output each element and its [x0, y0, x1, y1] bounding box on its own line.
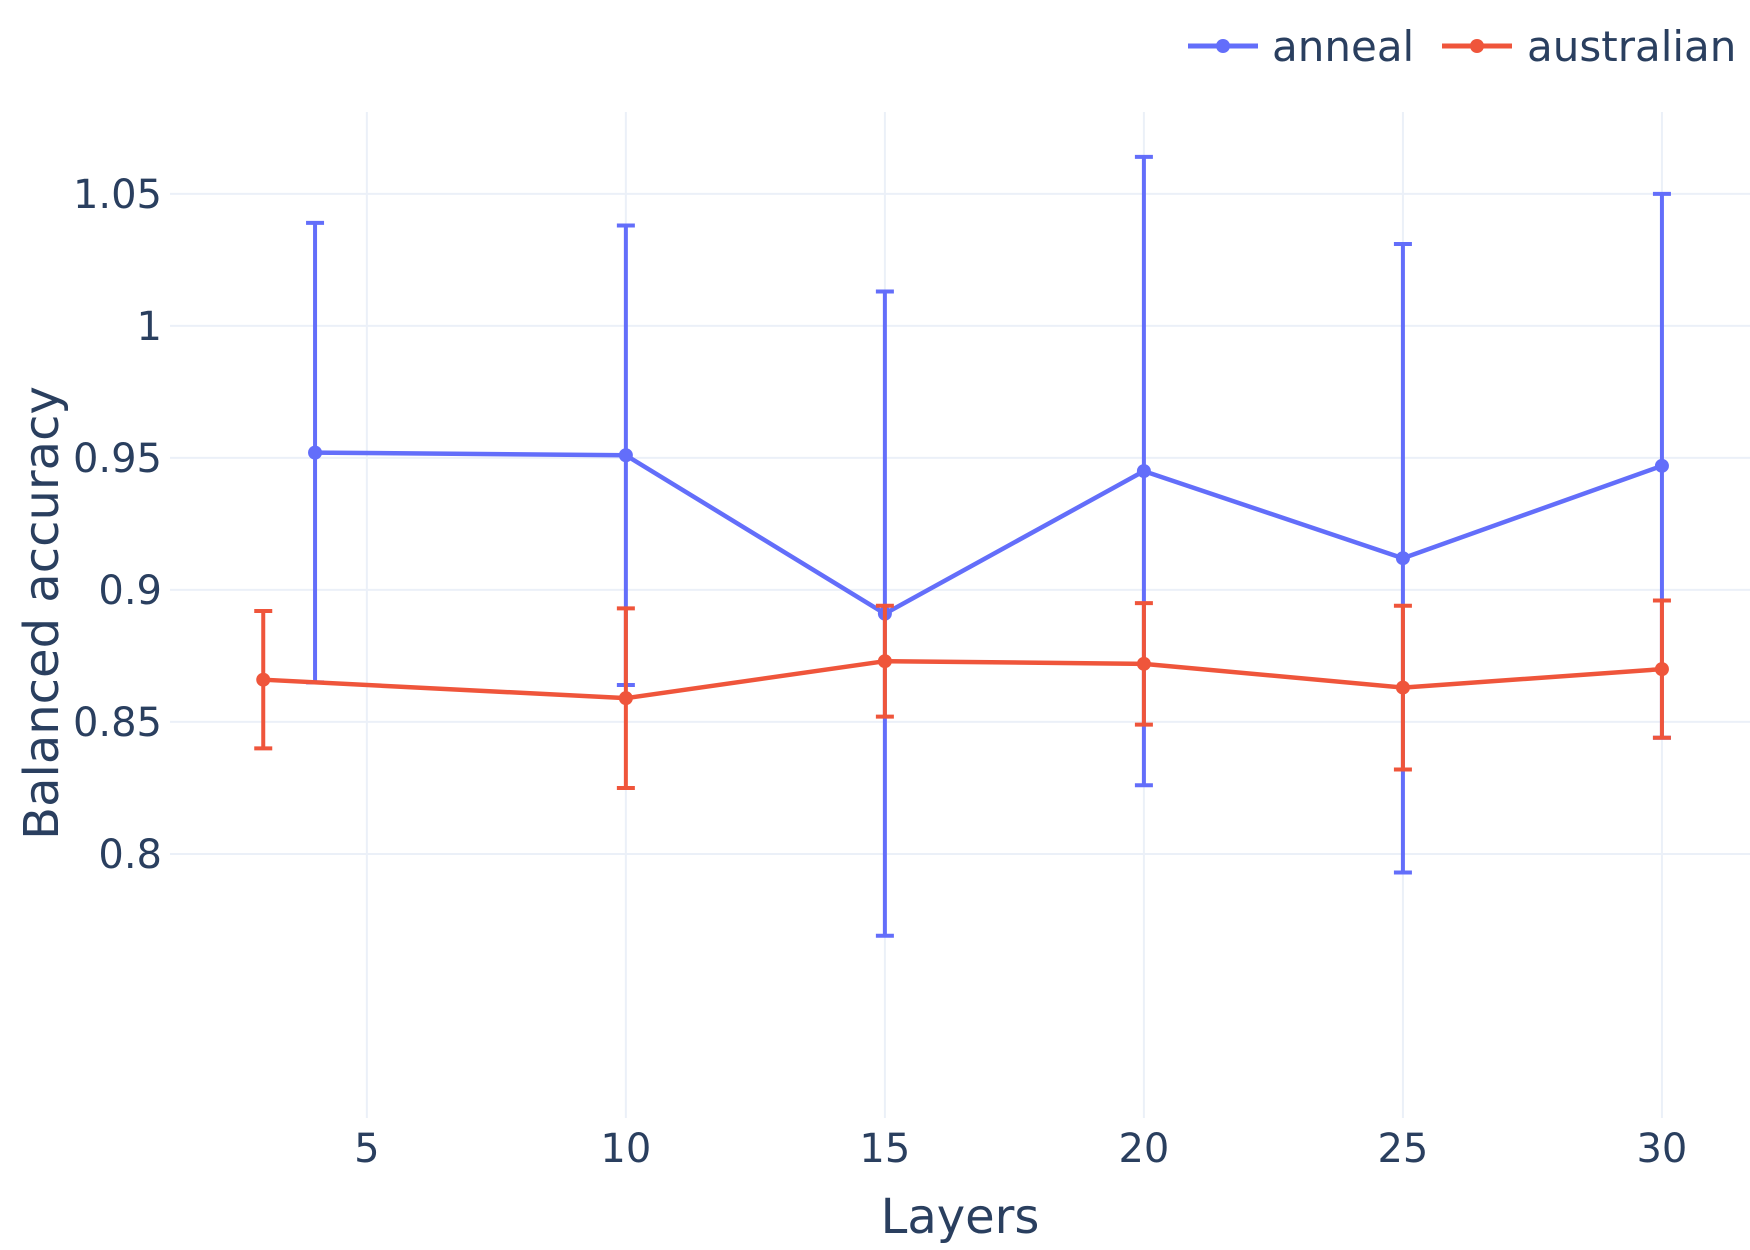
series-layer: [254, 154, 1671, 938]
legend: anneal australian: [1188, 22, 1736, 71]
y-tick-label: 0.95: [73, 436, 162, 482]
series-line-anneal: [315, 450, 1663, 616]
y-tick-label: 1: [137, 304, 162, 350]
data-point-australian[interactable]: [1654, 662, 1669, 677]
legend-marker-anneal: [1216, 39, 1230, 53]
y-tick-label: 0.9: [98, 568, 162, 614]
data-point-anneal[interactable]: [1136, 464, 1151, 479]
data-point-australian[interactable]: [618, 691, 633, 706]
series-australian: [254, 598, 1671, 790]
y-tick-label: 1.05: [73, 172, 162, 218]
legend-marker-australian: [1470, 39, 1484, 53]
grid-lines: [170, 112, 1750, 1118]
series-anneal: [306, 154, 1671, 938]
data-point-australian[interactable]: [256, 672, 271, 687]
x-tick-labels: 5 10 15 20 25 30: [354, 1126, 1687, 1172]
y-axis-title: Balanced accuracy: [14, 386, 70, 840]
x-tick-label: 25: [1377, 1126, 1428, 1172]
data-point-anneal[interactable]: [308, 445, 323, 460]
x-tick-label: 15: [859, 1126, 910, 1172]
x-tick-label: 30: [1636, 1126, 1687, 1172]
x-axis-title: Layers: [881, 1189, 1040, 1245]
series-line-australian: [263, 658, 1663, 701]
x-tick-label: 5: [354, 1126, 379, 1172]
legend-label-anneal: anneal: [1272, 22, 1414, 71]
legend-label-australian: australian: [1527, 22, 1736, 71]
data-point-australian[interactable]: [1395, 680, 1410, 695]
data-point-australian[interactable]: [1136, 656, 1151, 671]
data-point-anneal[interactable]: [1395, 551, 1410, 566]
legend-item-australian[interactable]: australian: [1442, 22, 1736, 71]
data-point-australian[interactable]: [877, 654, 892, 669]
y-tick-label: 0.8: [98, 832, 162, 878]
y-tick-labels: 0.8 0.85 0.9 0.95 1 1.05: [73, 172, 162, 878]
data-point-anneal[interactable]: [1654, 458, 1669, 473]
data-point-anneal[interactable]: [618, 448, 633, 463]
y-tick-label: 0.85: [73, 700, 162, 746]
x-tick-label: 10: [600, 1126, 651, 1172]
x-tick-label: 20: [1118, 1126, 1169, 1172]
legend-item-anneal[interactable]: anneal: [1188, 22, 1414, 71]
